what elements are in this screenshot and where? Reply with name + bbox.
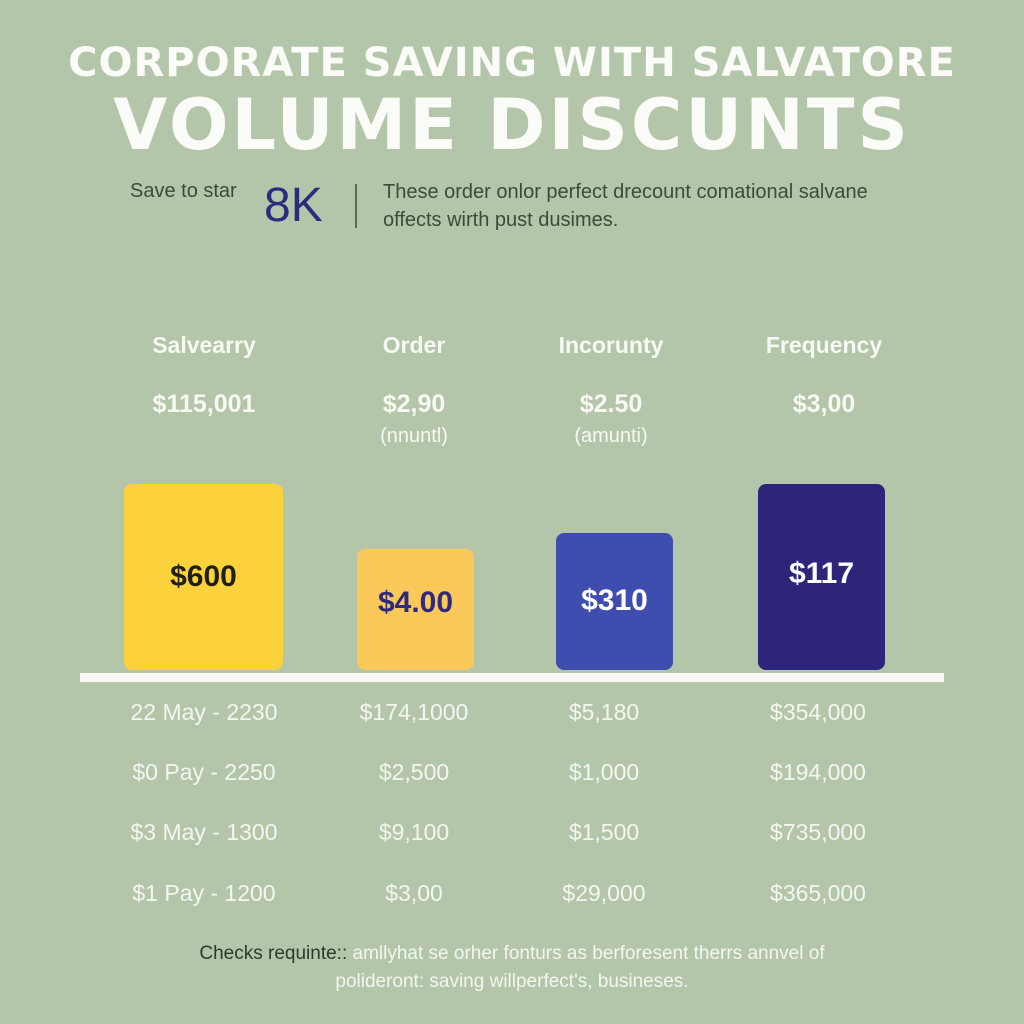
- title-line-2: VOLUME DISCUNTS: [113, 84, 911, 166]
- bar-value-label: $4.00: [377, 585, 454, 619]
- table-cell: $1,500: [568, 819, 640, 845]
- title-line-1: CORPORATE SAVING WITH SALVATORE: [68, 40, 956, 86]
- column-header-incorunty: Incorunty: [558, 332, 664, 358]
- column-price: $2.50: [579, 390, 643, 418]
- table-cell: $1 Pay - 1200: [132, 880, 276, 906]
- table-cell: $0 Pay - 2250: [132, 759, 276, 785]
- table-cell: $5,180: [568, 699, 640, 725]
- table-cell: $735,000: [770, 819, 866, 845]
- column-header-salvearry: Salvearry: [152, 332, 256, 358]
- table-cell: 22 May - 2230: [130, 699, 278, 725]
- column-price: $115,001: [152, 390, 256, 418]
- table-cell: $354,000: [770, 699, 866, 725]
- chart-baseline: [80, 673, 944, 682]
- table-cell: $2,500: [378, 759, 450, 785]
- bar-order: $4.00: [357, 549, 474, 670]
- bar-value-label: $310: [581, 583, 648, 617]
- footer-note: Checks requinte:: amllyhat se orher font…: [100, 940, 924, 996]
- table-cell: $29,000: [562, 880, 646, 906]
- column-header-frequency: Frequency: [765, 332, 883, 358]
- bar-value-label: $117: [788, 557, 855, 590]
- bar-salvearry: $600: [124, 484, 283, 670]
- subheader-description: These order onlor perfect drecount comat…: [383, 181, 868, 231]
- column-note: (amunti): [574, 425, 648, 447]
- column-price: $3,00: [792, 390, 856, 418]
- table-cell: $174,1000: [359, 699, 469, 725]
- table-cell: $3 May - 1300: [130, 819, 278, 845]
- table-cell: $1,000: [568, 759, 640, 785]
- table-cell: $365,000: [770, 880, 866, 906]
- subheader-highlight: 8K: [264, 179, 323, 232]
- footer-lead: Checks requinte::: [199, 943, 348, 964]
- footer-text-line-2: polideront: saving willperfect's, busine…: [335, 971, 689, 992]
- bar-incorunty: $310: [556, 533, 673, 670]
- bar-value-label: $600: [170, 560, 237, 593]
- column-header-order: Order: [382, 332, 446, 358]
- subheader-divider: [355, 184, 357, 228]
- subheader-lead: Save to star: [130, 180, 237, 202]
- bar-frequency: $117: [758, 484, 885, 670]
- table-cell: $3,00: [385, 880, 443, 906]
- table-cell: $9,100: [378, 819, 450, 845]
- footer-text-line-1: amllyhat se orher fonturs as berforesent…: [347, 943, 825, 964]
- column-price: $2,90: [382, 390, 446, 418]
- column-note: (nnuntl): [380, 425, 448, 447]
- table-cell: $194,000: [770, 759, 866, 785]
